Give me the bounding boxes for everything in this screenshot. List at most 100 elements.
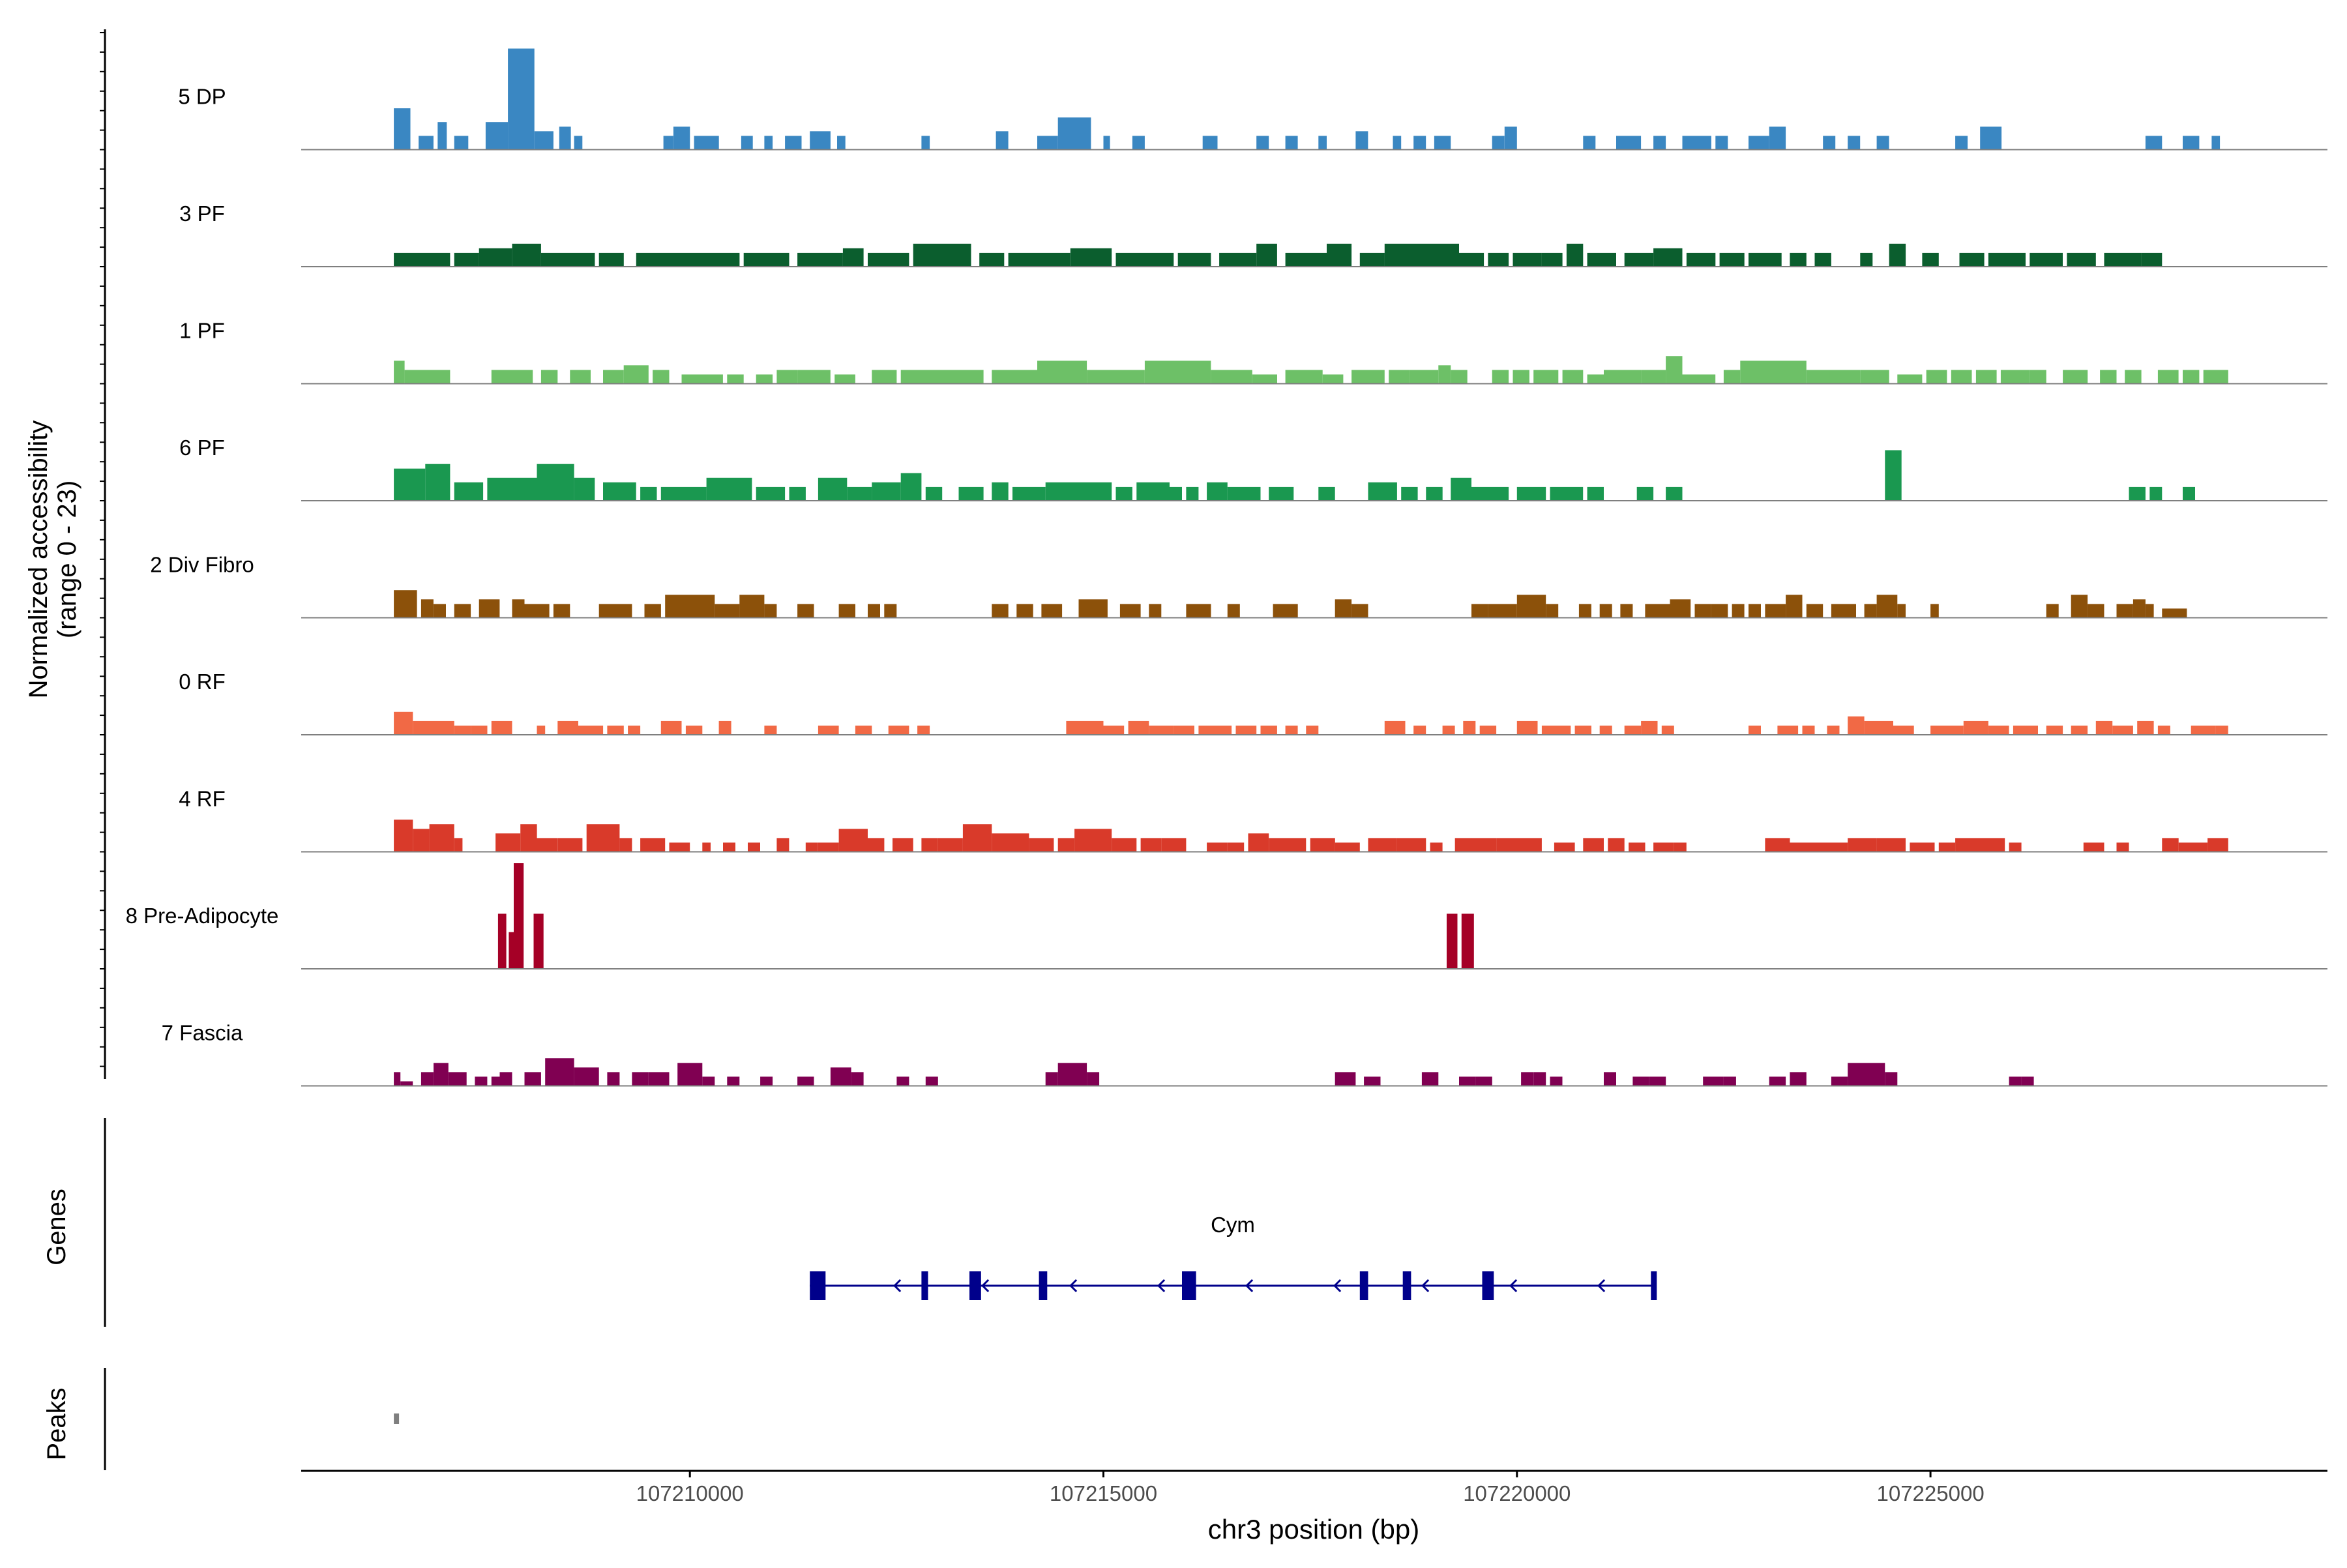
coverage-bar bbox=[1434, 136, 1451, 150]
y-axis-title-line1: Normalized accessibility bbox=[24, 421, 53, 699]
coverage-bar bbox=[888, 725, 909, 735]
coverage-bar bbox=[715, 604, 740, 618]
coverage-bar bbox=[1814, 842, 1848, 852]
coverage-bar bbox=[1396, 838, 1426, 852]
coverage-bar bbox=[1860, 370, 1889, 384]
coverage-bar bbox=[1876, 136, 1889, 150]
coverage-bar bbox=[1769, 1076, 1786, 1086]
strand-arrow bbox=[1509, 1279, 1518, 1293]
coverage-bar bbox=[1103, 136, 1110, 150]
coverage-bar bbox=[640, 838, 666, 852]
coverage-bar bbox=[545, 1058, 574, 1086]
coverage-bar bbox=[1525, 838, 1542, 852]
coverage-bar bbox=[1864, 720, 1893, 735]
coverage-bar bbox=[1186, 604, 1211, 618]
coverage-bar bbox=[673, 126, 690, 150]
coverage-bar bbox=[394, 468, 426, 501]
coverage-bar bbox=[1959, 252, 1985, 267]
coverage-bar bbox=[1616, 136, 1642, 150]
coverage-bar bbox=[1885, 1072, 1898, 1086]
coverage-bar bbox=[537, 725, 546, 735]
coverage-bar bbox=[748, 842, 760, 852]
coverage-bar bbox=[1777, 725, 1799, 735]
coverage-bar bbox=[1057, 1063, 1087, 1086]
coverage-bar bbox=[1112, 838, 1137, 852]
coverage-bar bbox=[437, 122, 447, 150]
coverage-bar bbox=[1471, 838, 1497, 852]
coverage-bar bbox=[1955, 838, 1985, 852]
y-axis-title-line2: (range 0 - 23) bbox=[53, 481, 81, 638]
coverage-bar bbox=[805, 842, 818, 852]
coverage-bar bbox=[1893, 725, 1914, 735]
coverage-bar bbox=[2116, 842, 2129, 852]
coverage-bar bbox=[1461, 913, 1474, 969]
coverage-bar bbox=[1066, 720, 1104, 735]
coverage-bar bbox=[636, 252, 740, 267]
coverage-bar bbox=[1078, 599, 1108, 618]
coverage-bar bbox=[868, 252, 909, 267]
coverage-bar bbox=[702, 842, 711, 852]
gene-exon bbox=[1402, 1271, 1411, 1300]
coverage-bar bbox=[1074, 829, 1112, 852]
coverage-bar bbox=[1604, 1072, 1616, 1086]
coverage-bar bbox=[394, 1072, 401, 1086]
coverage-bar bbox=[2137, 720, 2154, 735]
coverage-bar bbox=[404, 370, 450, 384]
coverage-bar bbox=[660, 720, 682, 735]
coverage-bar bbox=[2133, 599, 2146, 618]
gene-exon bbox=[1182, 1271, 1196, 1300]
coverage-bar bbox=[1256, 243, 1277, 267]
track-6: 4 RF bbox=[179, 787, 2327, 853]
coverage-bar bbox=[497, 913, 507, 969]
coverage-bar bbox=[1513, 252, 1542, 267]
coverage-bar bbox=[1174, 725, 1194, 735]
coverage-bar bbox=[2145, 136, 2162, 150]
coverage-bar bbox=[872, 482, 901, 501]
coverage-bar bbox=[1951, 370, 1972, 384]
coverage-bar bbox=[1802, 725, 1815, 735]
coverage-bar bbox=[838, 829, 868, 852]
coverage-bar bbox=[847, 486, 872, 501]
coverage-bar bbox=[1910, 842, 1935, 852]
coverage-bar bbox=[429, 824, 454, 852]
coverage-bar bbox=[1604, 370, 1642, 384]
coverage-bar bbox=[1235, 725, 1257, 735]
coverage-bar bbox=[648, 1072, 670, 1086]
coverage-bar bbox=[1454, 838, 1472, 852]
coverage-bar bbox=[1227, 486, 1261, 501]
coverage-bar bbox=[764, 725, 777, 735]
coverage-bar bbox=[2021, 1076, 2034, 1086]
coverage-bar bbox=[1848, 838, 1877, 852]
coverage-bar bbox=[1578, 604, 1591, 618]
gene-exon bbox=[1482, 1271, 1494, 1300]
coverage-bar bbox=[1475, 1076, 1492, 1086]
coverage-bar bbox=[1550, 1076, 1563, 1086]
coverage-bar bbox=[681, 374, 723, 384]
coverage-bar bbox=[1285, 725, 1298, 735]
coverage-bar bbox=[1447, 913, 1458, 969]
track-3: 6 PF bbox=[179, 436, 2327, 501]
strand-arrow bbox=[1069, 1279, 1078, 1293]
coverage-bar bbox=[992, 482, 1009, 501]
coverage-bar bbox=[1864, 604, 1877, 618]
coverage-bar bbox=[1599, 604, 1612, 618]
coverage-bar bbox=[1016, 604, 1033, 618]
gene-name: Cym bbox=[1211, 1213, 1255, 1237]
coverage-bar bbox=[586, 824, 620, 852]
coverage-bar bbox=[1749, 136, 1769, 150]
coverage-bar bbox=[1516, 595, 1546, 618]
coverage-bar bbox=[574, 1067, 599, 1086]
coverage-bar bbox=[495, 833, 521, 852]
coverage-bar bbox=[727, 374, 744, 384]
coverage-bar bbox=[764, 136, 773, 150]
coverage-bar bbox=[1587, 486, 1604, 501]
track-label: 2 Div Fibro bbox=[150, 553, 254, 577]
coverage-bar bbox=[937, 838, 963, 852]
coverage-bar bbox=[1599, 725, 1612, 735]
coverage-bar bbox=[1359, 252, 1385, 267]
coverage-bar bbox=[425, 464, 450, 501]
coverage-bar bbox=[958, 486, 984, 501]
coverage-bar bbox=[868, 838, 885, 852]
coverage-bar bbox=[454, 604, 471, 618]
coverage-bar bbox=[996, 131, 1009, 150]
